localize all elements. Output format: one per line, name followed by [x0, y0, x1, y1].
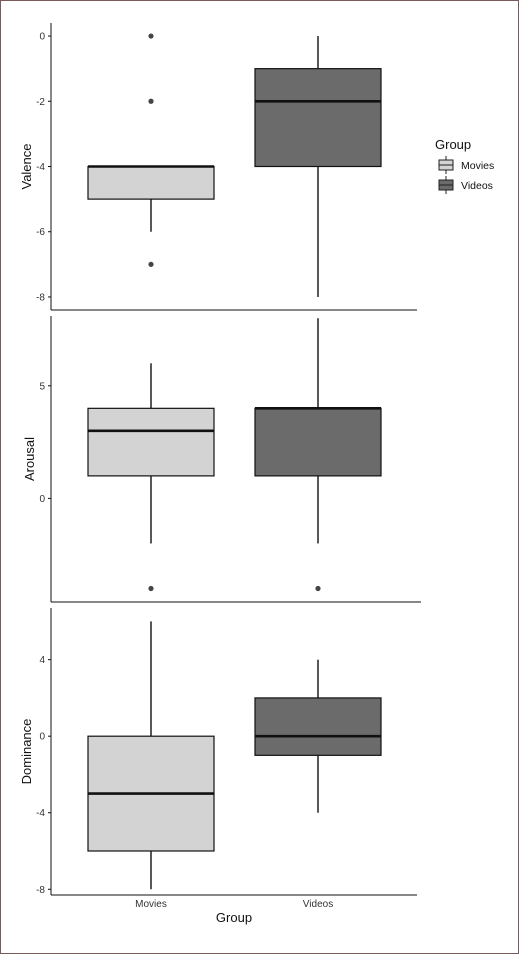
panel-arousal: 5 0 Arousal [22, 316, 421, 603]
outlier-point [148, 585, 154, 592]
y-tick-label-arousal: 5 [39, 381, 45, 392]
legend-item-videos: Videos [438, 176, 493, 194]
y-tick-label-valence: -8 [36, 292, 45, 303]
box-arousal-movies [87, 363, 215, 592]
outlier-point [148, 98, 154, 104]
outlier-point [148, 261, 154, 267]
box-dominance-videos [254, 659, 382, 813]
legend-label-videos: Videos [461, 180, 493, 192]
box-iqr [254, 407, 382, 477]
box-dominance-movies [87, 621, 215, 890]
x-axis-title: Group [216, 910, 252, 925]
y-tick-label-valence: -4 [36, 162, 45, 173]
x-tick-label-movies: Movies [135, 899, 167, 910]
y-tick-label-valence: -2 [36, 97, 45, 108]
y-axis-title-arousal: Arousal [22, 437, 37, 481]
box-iqr [87, 165, 215, 200]
legend: Group Movies Videos [435, 137, 494, 194]
y-tick-label-arousal: 0 [39, 494, 45, 505]
legend-title: Group [435, 137, 471, 152]
panel-dominance: 4 0 -4 -8 Dominance [19, 608, 417, 896]
y-tick-label-valence: 0 [39, 32, 45, 43]
legend-item-movies: Movies [438, 156, 494, 174]
y-tick-label-dominance: -4 [36, 808, 45, 819]
y-tick-label-dominance: -8 [36, 885, 45, 896]
box-iqr [254, 697, 382, 756]
x-tick-label-videos: Videos [303, 899, 333, 910]
legend-label-movies: Movies [461, 160, 494, 172]
y-axis-title-dominance: Dominance [19, 719, 34, 785]
y-axis-title-valence: Valence [19, 143, 34, 189]
box-valence-videos [254, 36, 382, 297]
y-tick-label-dominance: 0 [39, 732, 45, 743]
box-arousal-videos [254, 318, 382, 592]
outlier-point [148, 33, 154, 39]
y-tick-label-dominance: 4 [39, 655, 45, 666]
y-tick-label-valence: -6 [36, 227, 45, 238]
outlier-point [315, 585, 321, 592]
box-iqr [254, 68, 382, 168]
box-valence-movies [87, 33, 215, 267]
box-iqr [87, 407, 215, 477]
panel-valence: 0 -2 -4 -6 -8 Valence [19, 23, 417, 311]
